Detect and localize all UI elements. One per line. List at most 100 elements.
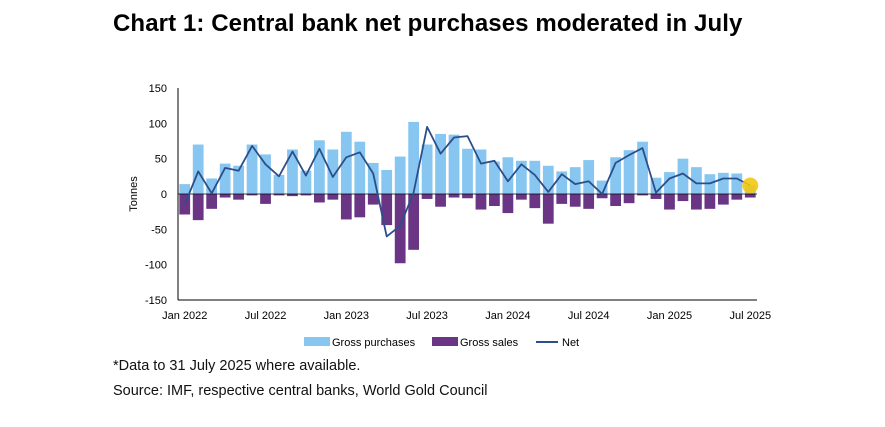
legend-swatch-gross-sales xyxy=(432,337,458,346)
bar-gross-purchases xyxy=(273,174,285,194)
y-axis-title: Tonnes xyxy=(128,176,140,212)
bar-gross-purchases xyxy=(327,149,339,194)
bar-gross-sales xyxy=(691,194,702,210)
bar-gross-purchases xyxy=(529,160,541,194)
x-axis: Jan 2022 Jul 2022 Jan 2023 Jul 2023 Jan 2024… xyxy=(162,310,771,322)
bar-gross-sales xyxy=(273,194,285,196)
gross-sales-series xyxy=(179,194,756,264)
bar-gross-sales xyxy=(408,194,420,250)
bar-gross-sales xyxy=(596,194,608,199)
bar-gross-purchases xyxy=(179,184,191,194)
y-axis-title-group: Tonnes xyxy=(128,176,140,212)
bar-gross-sales xyxy=(313,194,325,203)
bar-gross-sales xyxy=(569,194,581,207)
legend-swatch-gross-purchases xyxy=(304,337,330,346)
bar-gross-purchases xyxy=(313,140,325,194)
bar-gross-sales xyxy=(664,194,675,210)
bar-gross-purchases xyxy=(287,149,298,194)
latest-point-highlight xyxy=(742,177,759,194)
bar-gross-purchases xyxy=(206,178,218,194)
bar-gross-sales xyxy=(354,194,366,218)
x-tick-label: Jul 2023 xyxy=(406,310,448,322)
bar-gross-sales xyxy=(233,194,244,200)
bar-gross-sales xyxy=(219,194,231,198)
y-tick-label: -50 xyxy=(151,224,167,236)
bar-gross-sales xyxy=(704,194,716,209)
bar-gross-sales xyxy=(394,194,406,264)
bar-gross-sales xyxy=(556,194,568,204)
bar-gross-purchases xyxy=(610,157,622,194)
bar-gross-purchases xyxy=(394,156,406,194)
bar-gross-purchases xyxy=(408,121,420,194)
chart-title: Chart 1: Central bank net purchases mode… xyxy=(113,10,743,37)
bar-gross-purchases xyxy=(583,160,595,194)
x-tick-label: Jul 2024 xyxy=(568,310,610,322)
bar-gross-purchases xyxy=(300,170,312,194)
net-series xyxy=(183,126,759,238)
x-tick-label: Jan 2025 xyxy=(647,310,692,322)
bar-gross-purchases xyxy=(569,167,581,194)
y-tick-label: -100 xyxy=(145,260,167,272)
footnote: *Data to 31 July 2025 where available. xyxy=(113,358,361,374)
bar-gross-purchases xyxy=(381,169,393,194)
bar-gross-purchases xyxy=(219,163,231,194)
x-tick-label: Jul 2025 xyxy=(729,310,771,322)
bar-gross-sales xyxy=(515,194,527,200)
bar-gross-purchases xyxy=(421,144,433,194)
y-tick-label: 100 xyxy=(149,118,167,130)
bar-gross-sales xyxy=(637,194,648,196)
y-tick-label: -150 xyxy=(145,295,167,307)
bar-gross-sales xyxy=(287,194,298,197)
bar-gross-purchases xyxy=(367,162,379,194)
bar-gross-sales xyxy=(717,194,729,205)
bar-gross-sales xyxy=(475,194,487,210)
bar-gross-sales xyxy=(367,194,379,205)
bar-gross-purchases xyxy=(233,165,244,194)
bar-gross-purchases xyxy=(260,154,271,194)
bar-gross-purchases xyxy=(664,172,675,194)
gross-purchases-series xyxy=(179,121,756,194)
bar-gross-purchases xyxy=(623,150,635,194)
bar-gross-purchases xyxy=(717,172,729,194)
bar-gross-purchases xyxy=(650,177,662,194)
bar-gross-purchases xyxy=(677,158,689,194)
bar-gross-sales xyxy=(502,194,514,214)
bar-gross-purchases xyxy=(596,180,608,194)
bar-gross-purchases xyxy=(475,149,487,194)
x-tick-label: Jan 2023 xyxy=(324,310,369,322)
bar-gross-purchases xyxy=(691,167,702,194)
legend: Gross purchases Gross sales Net xyxy=(304,337,579,349)
legend-label-gross-purchases: Gross purchases xyxy=(332,337,416,349)
bar-gross-purchases xyxy=(542,165,554,194)
bar-gross-purchases xyxy=(192,144,204,194)
bar-gross-sales xyxy=(246,194,258,196)
y-axis: 150 100 50 0 -50 -100 -150 xyxy=(145,83,167,307)
bar-gross-purchases xyxy=(637,141,648,194)
y-tick-label: 0 xyxy=(161,189,167,201)
bar-gross-sales xyxy=(744,194,756,198)
bar-gross-sales xyxy=(650,194,662,199)
bar-gross-sales xyxy=(623,194,635,204)
bar-gross-purchases xyxy=(556,171,568,194)
net-line xyxy=(183,126,751,238)
y-tick-label: 50 xyxy=(155,154,167,166)
bar-gross-purchases xyxy=(340,131,352,194)
bar-gross-purchases xyxy=(731,173,743,194)
bar-gross-sales xyxy=(327,194,339,200)
bar-gross-sales xyxy=(340,194,352,220)
bar-gross-sales xyxy=(610,194,622,207)
bar-gross-purchases xyxy=(354,141,366,194)
x-tick-label: Jul 2022 xyxy=(245,310,287,322)
bar-gross-sales xyxy=(192,194,204,221)
bar-gross-sales xyxy=(731,194,743,200)
bar-gross-sales xyxy=(462,194,473,199)
bar-gross-sales xyxy=(421,194,433,199)
x-tick-label: Jan 2024 xyxy=(485,310,530,322)
bar-gross-sales xyxy=(206,194,218,209)
bar-gross-sales xyxy=(529,194,541,209)
x-tick-label: Jan 2022 xyxy=(162,310,207,322)
bar-gross-sales xyxy=(381,194,393,226)
bar-gross-purchases xyxy=(515,160,527,194)
source-note: Source: IMF, respective central banks, W… xyxy=(113,383,488,399)
bar-gross-sales xyxy=(583,194,595,209)
